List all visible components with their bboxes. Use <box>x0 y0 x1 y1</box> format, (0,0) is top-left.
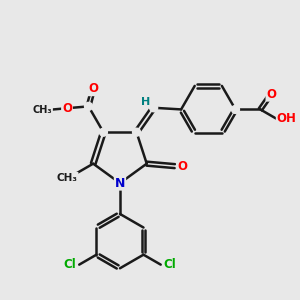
Text: Cl: Cl <box>164 258 176 271</box>
Text: H: H <box>141 97 150 107</box>
Text: Cl: Cl <box>64 258 76 271</box>
Circle shape <box>99 128 107 136</box>
Text: OH: OH <box>277 112 297 125</box>
Text: N: N <box>115 177 125 190</box>
Text: O: O <box>177 160 187 172</box>
Circle shape <box>232 105 239 113</box>
Text: CH₃: CH₃ <box>57 173 78 183</box>
Text: O: O <box>62 102 72 115</box>
Circle shape <box>115 178 124 188</box>
Circle shape <box>133 128 140 136</box>
Text: CH₃: CH₃ <box>32 105 52 115</box>
Circle shape <box>85 102 92 110</box>
Text: O: O <box>88 82 98 95</box>
Text: O: O <box>266 88 277 101</box>
Circle shape <box>150 104 158 112</box>
